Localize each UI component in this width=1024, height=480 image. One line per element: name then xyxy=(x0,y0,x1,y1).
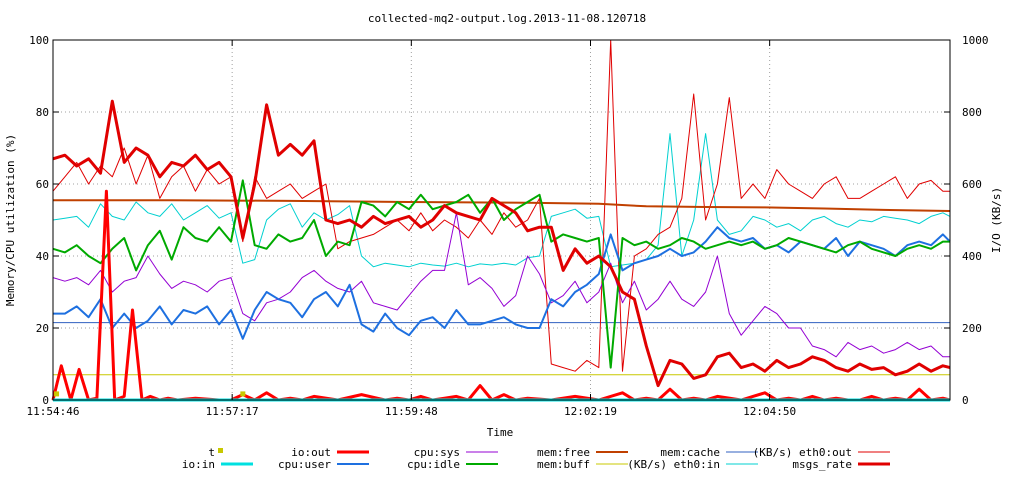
y-left-tick-label: 0 xyxy=(42,394,49,407)
legend-io-out-label: io:out xyxy=(291,446,331,459)
y-left-tick-label: 20 xyxy=(36,322,49,335)
x-tick-label: 11:54:46 xyxy=(27,405,80,418)
legend-mem-cache-label: mem:cache xyxy=(660,446,720,459)
legend-t-swatch xyxy=(218,448,223,453)
y-left-tick-label: 60 xyxy=(36,178,49,191)
y-axis-right-label: I/O (KB/s) xyxy=(990,187,1003,253)
y-left-tick-label: 80 xyxy=(36,106,49,119)
y-left-tick-label: 40 xyxy=(36,250,49,263)
chart-title: collected-mq2-output.log.2013-11-08.1207… xyxy=(368,12,646,25)
x-tick-label: 12:04:50 xyxy=(743,405,796,418)
x-tick-label: 11:59:48 xyxy=(385,405,438,418)
legend-kb-s-eth0-out-label: (KB/s) eth0:out xyxy=(753,446,852,459)
legend-cpu-idle-label: cpu:idle xyxy=(407,458,460,471)
legend-mem-buff-label: mem:buff xyxy=(537,458,590,471)
y-right-tick-label: 1000 xyxy=(962,34,989,47)
series-cpu-sys-line xyxy=(52,212,950,358)
y-right-tick-label: 600 xyxy=(962,178,982,191)
series-t-point xyxy=(54,391,60,397)
series-io-out-line xyxy=(51,189,951,402)
grid xyxy=(52,39,950,401)
series-t-point xyxy=(240,391,246,397)
plot-frame xyxy=(52,39,951,401)
y-right-tick-label: 800 xyxy=(962,106,982,119)
legend-t-label: t xyxy=(208,446,215,459)
plot-series xyxy=(51,39,951,402)
y-right-tick-label: 200 xyxy=(962,322,982,335)
series-kb-s-eth0-out-line xyxy=(52,39,950,372)
series-mem-free-line xyxy=(53,199,951,212)
legend-msgs-rate-label: msgs_rate xyxy=(792,458,852,471)
y-left-tick-label: 100 xyxy=(29,34,49,47)
y-right-tick-label: 0 xyxy=(962,394,969,407)
legend-cpu-sys-label: cpu:sys xyxy=(414,446,460,459)
y-right-tick-label: 400 xyxy=(962,250,982,263)
series-msgs-rate-line xyxy=(52,99,951,388)
legend-mem-free-label: mem:free xyxy=(537,446,590,459)
series-kb-s-eth0-in-line xyxy=(52,133,951,268)
x-tick-label: 12:02:19 xyxy=(564,405,617,418)
series-cpu-user-line xyxy=(53,226,951,340)
y-axis-left-label: Memory/CPU utilization (%) xyxy=(4,134,17,306)
x-axis-label: Time xyxy=(487,426,514,439)
legend-kb-s-eth0-in-label: (KB/s) eth0:in xyxy=(627,458,720,471)
x-tick-label: 11:57:17 xyxy=(206,405,259,418)
series-cpu-idle-line xyxy=(52,179,950,369)
legend-io-in-label: io:in xyxy=(182,458,215,471)
legend-cpu-user-label: cpu:user xyxy=(278,458,331,471)
